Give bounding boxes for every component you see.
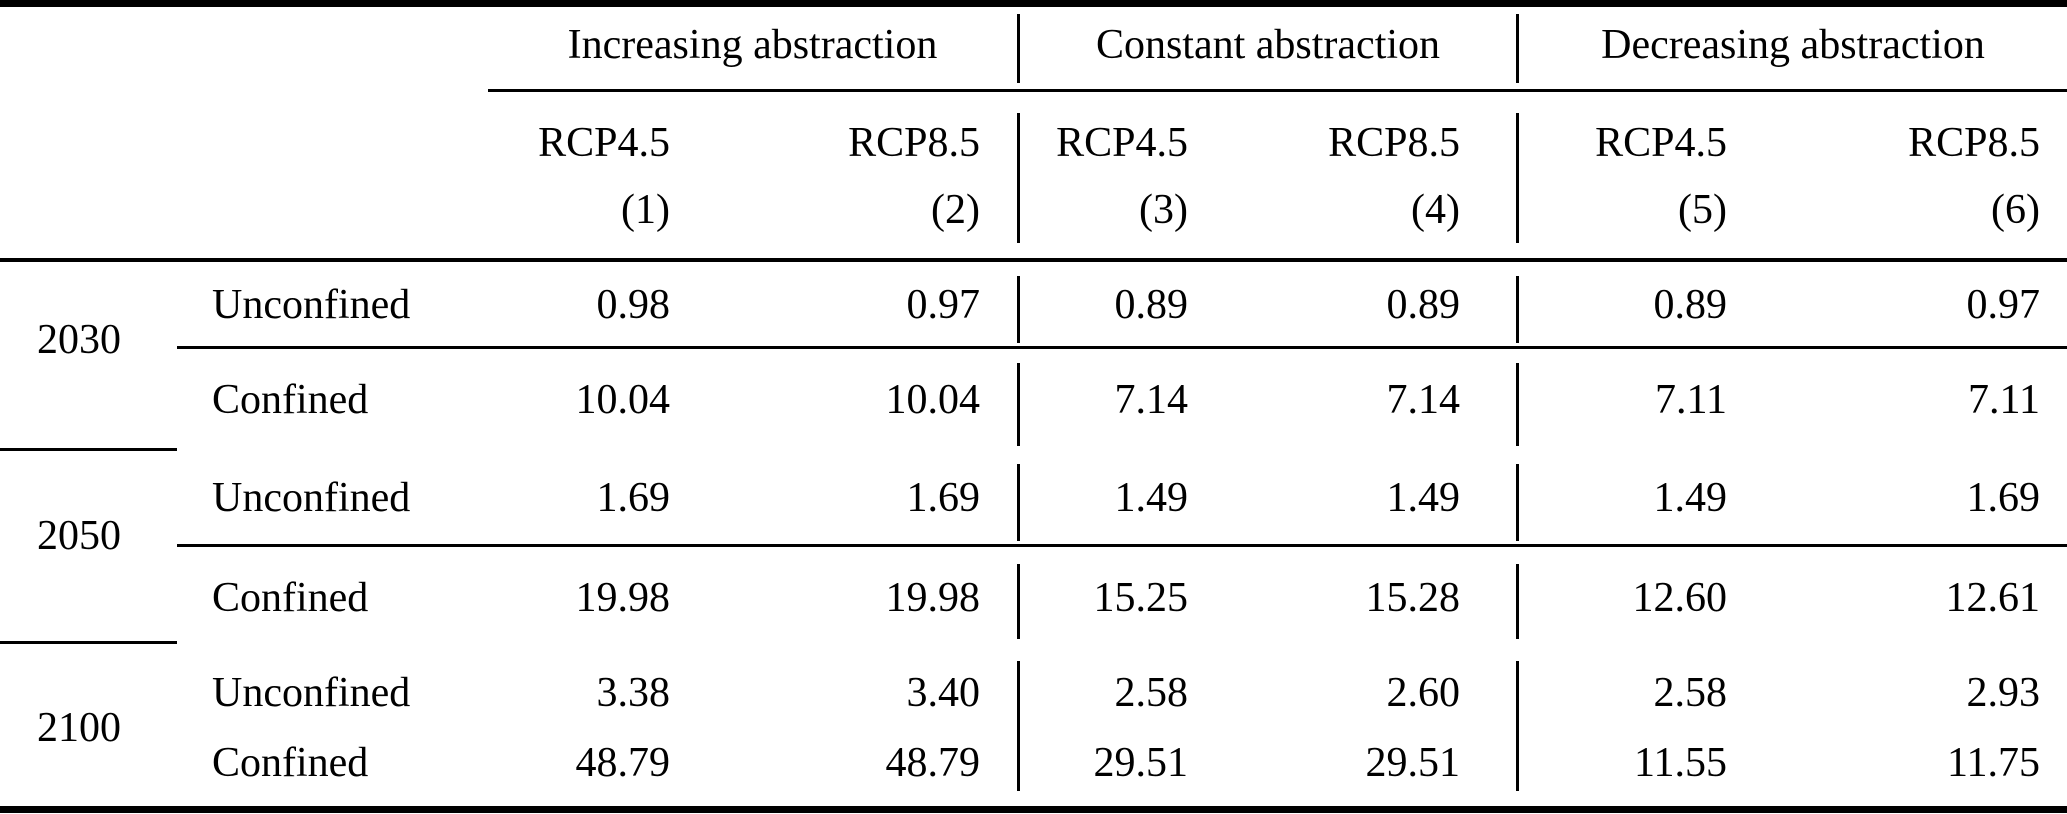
data-cell: 19.98 — [575, 575, 671, 621]
data-cell: 29.51 — [1093, 740, 1189, 786]
year-label-2050: 2050 — [37, 513, 121, 559]
data-cell: 1.49 — [1386, 475, 1461, 521]
rule-under-group-headers — [488, 89, 2067, 92]
data-cell: 2.60 — [1386, 670, 1461, 716]
scenario-header-row: RCP4.5 RCP8.5 RCP4.5 RCP8.5 RCP4.5 RCP8.… — [0, 108, 2067, 178]
table-row-2100-unconfined: Unconfined 3.38 3.40 2.58 2.60 2.58 2.93 — [0, 658, 2067, 728]
column-divider — [1516, 14, 1519, 83]
row-label: Confined — [212, 575, 369, 621]
data-cell: 7.14 — [1114, 377, 1189, 423]
column-divider — [1516, 276, 1519, 343]
data-cell: 0.89 — [1114, 282, 1189, 328]
rule-bottom — [0, 806, 2067, 813]
data-cell: 2.93 — [1966, 670, 2041, 716]
data-cell: 15.28 — [1365, 575, 1461, 621]
data-cell: 1.69 — [596, 475, 671, 521]
rule-mid — [0, 258, 2067, 262]
row-label: Confined — [212, 377, 369, 423]
model-number-row: (1) (2) (3) (4) (5) (6) — [0, 175, 2067, 245]
rule-year-divider-2030-2050 — [0, 448, 177, 451]
data-cell: 29.51 — [1365, 740, 1461, 786]
column-divider — [1017, 661, 1020, 791]
data-cell: 0.97 — [906, 282, 981, 328]
column-divider — [1017, 464, 1020, 541]
data-cell: 12.61 — [1945, 575, 2041, 621]
model-number-header: (2) — [931, 187, 980, 233]
data-cell: 3.40 — [906, 670, 981, 716]
data-cell: 11.75 — [1947, 740, 2040, 786]
table-row-2050-unconfined: Unconfined 1.69 1.69 1.49 1.49 1.49 1.69 — [0, 463, 2067, 533]
row-label: Unconfined — [212, 670, 411, 716]
year-label-2100: 2100 — [37, 705, 121, 751]
rule-under-2050-unconfined — [177, 544, 2067, 547]
data-cell: 7.11 — [1968, 377, 2040, 423]
column-divider — [1017, 14, 1020, 83]
table-row-2030-unconfined: Unconfined 0.98 0.97 0.89 0.89 0.89 0.97 — [0, 270, 2067, 340]
year-label-2030: 2030 — [37, 317, 121, 363]
scenario-header: RCP8.5 — [1328, 120, 1460, 166]
rule-year-divider-2050-2100 — [0, 641, 177, 644]
group-header-constant-abstraction: Constant abstraction — [1095, 22, 1441, 68]
model-number-header: (3) — [1139, 187, 1188, 233]
data-cell: 1.49 — [1114, 475, 1189, 521]
data-cell: 1.69 — [1966, 475, 2041, 521]
scenario-header: RCP4.5 — [1595, 120, 1727, 166]
data-cell: 2.58 — [1114, 670, 1189, 716]
row-label: Unconfined — [212, 475, 411, 521]
table-row-2050-confined: Confined 19.98 19.98 15.25 15.28 12.60 1… — [0, 563, 2067, 633]
column-divider — [1017, 363, 1020, 446]
model-number-header: (1) — [621, 187, 670, 233]
scenario-header: RCP4.5 — [1056, 120, 1188, 166]
data-cell: 0.97 — [1966, 282, 2041, 328]
data-cell: 15.25 — [1093, 575, 1189, 621]
group-header-decreasing-abstraction: Decreasing abstraction — [1601, 22, 1985, 68]
column-divider — [1017, 564, 1020, 639]
data-cell: 48.79 — [575, 740, 671, 786]
data-cell: 0.98 — [596, 282, 671, 328]
data-cell: 19.98 — [885, 575, 981, 621]
data-cell: 48.79 — [885, 740, 981, 786]
column-divider — [1516, 464, 1519, 541]
model-number-header: (4) — [1411, 187, 1460, 233]
scenario-header: RCP8.5 — [1908, 120, 2040, 166]
scenario-header: RCP4.5 — [538, 120, 670, 166]
data-cell: 3.38 — [596, 670, 671, 716]
data-cell: 10.04 — [575, 377, 671, 423]
rule-under-2030-unconfined — [177, 346, 2067, 349]
data-cell: 11.55 — [1634, 740, 1727, 786]
row-label: Unconfined — [212, 282, 411, 328]
row-label: Confined — [212, 740, 369, 786]
data-cell: 7.11 — [1655, 377, 1727, 423]
model-number-header: (6) — [1991, 187, 2040, 233]
column-divider — [1516, 564, 1519, 639]
group-header-increasing-abstraction: Increasing abstraction — [567, 22, 938, 68]
data-cell: 0.89 — [1386, 282, 1461, 328]
data-cell: 10.04 — [885, 377, 981, 423]
column-divider — [1017, 276, 1020, 343]
column-divider — [1017, 113, 1020, 243]
data-cell: 0.89 — [1653, 282, 1728, 328]
data-cell: 1.49 — [1653, 475, 1728, 521]
column-divider — [1516, 113, 1519, 243]
data-cell: 2.58 — [1653, 670, 1728, 716]
data-cell: 1.69 — [906, 475, 981, 521]
rule-top — [0, 0, 2067, 7]
column-divider — [1516, 363, 1519, 446]
data-cell: 12.60 — [1632, 575, 1728, 621]
table-row-2100-confined: Confined 48.79 48.79 29.51 29.51 11.55 1… — [0, 728, 2067, 798]
model-number-header: (5) — [1678, 187, 1727, 233]
data-cell: 7.14 — [1386, 377, 1461, 423]
column-divider — [1516, 661, 1519, 791]
scenario-header: RCP8.5 — [848, 120, 980, 166]
table-row-2030-confined: Confined 10.04 10.04 7.14 7.14 7.11 7.11 — [0, 365, 2067, 435]
